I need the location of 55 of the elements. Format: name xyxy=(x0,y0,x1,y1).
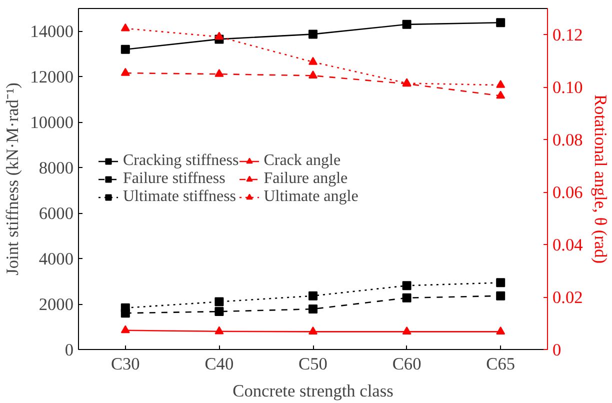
legend-label: Failure stiffness xyxy=(123,170,226,188)
point xyxy=(496,326,506,334)
legend-label: Failure angle xyxy=(264,170,348,188)
point xyxy=(214,68,224,77)
point xyxy=(120,23,130,32)
x-tick-label: C40 xyxy=(204,354,234,374)
y-tick-label: 10000 xyxy=(30,113,74,132)
x-tick-label: C50 xyxy=(298,354,328,374)
legend-label: Ultimate stiffness xyxy=(123,188,236,206)
point xyxy=(214,32,224,40)
x-axis-title: Concrete strength class xyxy=(232,382,394,400)
point xyxy=(120,44,130,54)
y-tick-label: 14000 xyxy=(30,22,74,42)
y2-tick-label: 0.04 xyxy=(552,236,584,255)
point xyxy=(308,304,318,314)
point xyxy=(120,68,130,76)
y-tick-label: 8000 xyxy=(38,158,74,178)
y2-tick-label: 0.06 xyxy=(552,183,584,202)
point xyxy=(308,326,318,334)
y-tick-label: 6000 xyxy=(38,204,74,224)
point xyxy=(214,326,224,334)
point xyxy=(120,325,130,334)
point xyxy=(496,18,506,28)
y2-tick-label: 0.10 xyxy=(552,78,583,98)
x-tick-label: C30 xyxy=(110,354,140,374)
y2-tick-label: 0.08 xyxy=(552,130,583,150)
point xyxy=(214,297,224,306)
legend-label: Cracking stiffness xyxy=(123,152,239,170)
point xyxy=(402,293,412,302)
y-tick-label: 12000 xyxy=(30,68,74,87)
x-tick-label: C65 xyxy=(486,354,516,374)
y-tick-label: 0 xyxy=(64,340,74,360)
point xyxy=(496,278,506,288)
y2-tick-label: 0.02 xyxy=(552,288,583,308)
point xyxy=(308,291,318,300)
y2-tick-label: 0 xyxy=(552,340,562,360)
point xyxy=(496,80,506,88)
legend-label: Ultimate angle xyxy=(264,188,358,206)
y-axis-title: Joint stiffness (kN·M·rad⁻¹) xyxy=(3,82,22,276)
point xyxy=(496,291,506,300)
point xyxy=(496,90,506,99)
point xyxy=(308,56,318,65)
y2-tick-label: 0.12 xyxy=(552,26,583,45)
point xyxy=(402,20,412,29)
point xyxy=(308,70,318,78)
point xyxy=(402,281,412,290)
point xyxy=(402,326,412,334)
point xyxy=(214,307,224,316)
x-tick-label: C60 xyxy=(392,354,422,374)
point xyxy=(120,303,130,312)
y2-axis-title: Rotational angle, θ (rad) xyxy=(590,94,610,264)
point xyxy=(308,30,318,39)
y-tick-label: 4000 xyxy=(38,250,74,269)
y-tick-label: 2000 xyxy=(38,295,74,314)
legend-label: Crack angle xyxy=(264,152,341,170)
